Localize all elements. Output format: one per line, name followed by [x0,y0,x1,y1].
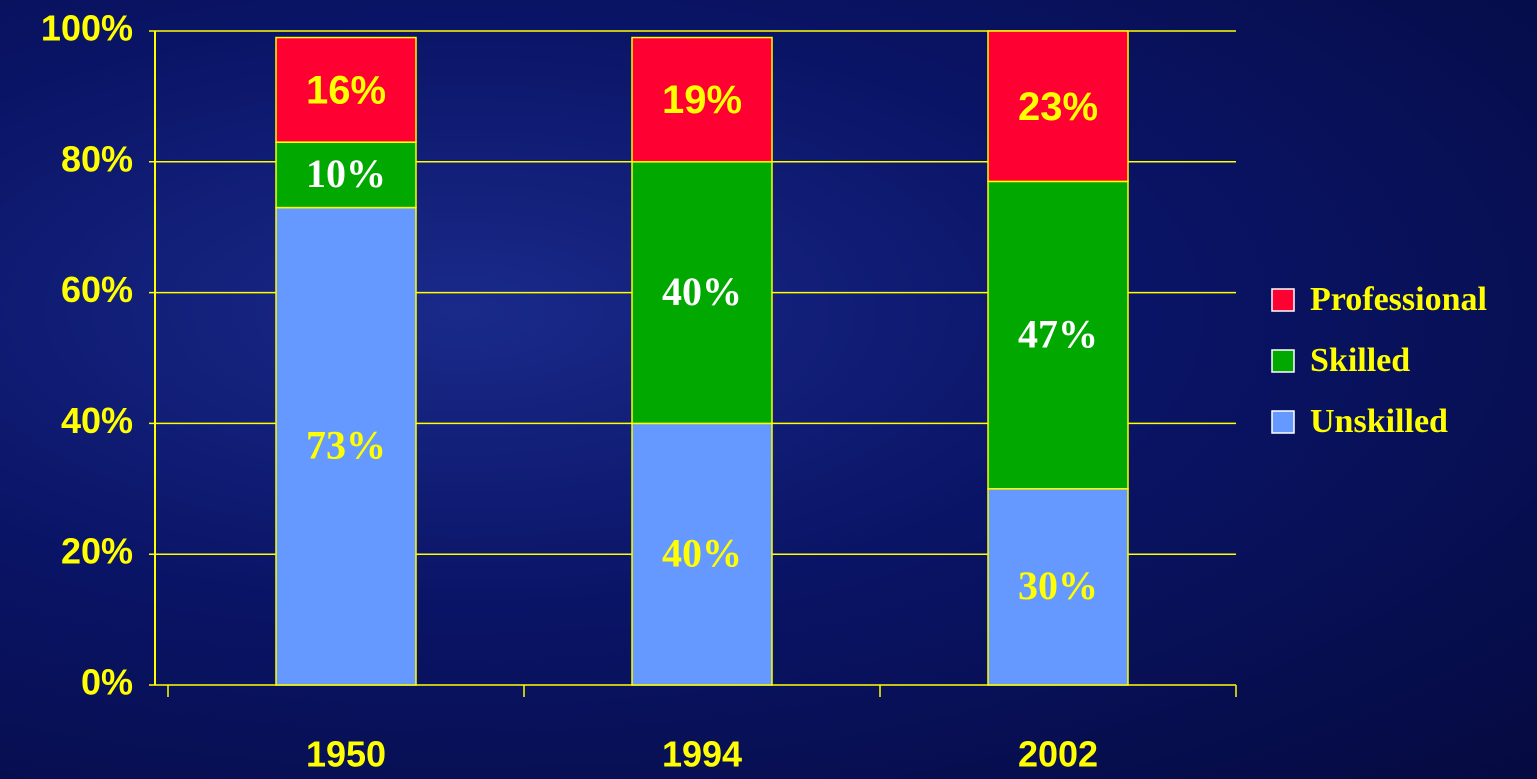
data-label: 30% [1018,563,1098,608]
y-tick-label: 20% [61,531,133,572]
y-tick-label: 60% [61,269,133,310]
data-label: 40% [662,530,742,575]
legend-label: Unskilled [1310,403,1448,440]
data-label: 19% [662,78,742,122]
bar-segment [987,180,1129,490]
bar-segment [987,488,1129,686]
x-tick-label: 2002 [1018,734,1098,775]
legend-swatch [1271,349,1295,373]
data-label: 73% [306,422,386,467]
bar-segment [631,161,773,425]
bar-segment [631,422,773,686]
bar-segment [275,206,417,686]
legend-swatch [1271,410,1295,434]
y-tick-label: 0% [81,662,133,703]
bar-segment [275,141,417,209]
bar-segment [987,30,1129,183]
data-label: 16% [306,68,386,112]
bar-segment [275,36,417,143]
legend-label: Skilled [1310,342,1410,379]
x-tick-label: 1994 [662,734,742,775]
y-tick-label: 40% [61,400,133,441]
y-tick-label: 80% [61,138,133,179]
data-label: 47% [1018,311,1098,356]
x-tick-label: 1950 [306,734,386,775]
y-tick-label: 100% [41,8,133,49]
data-label: 10% [306,151,386,196]
legend-swatch [1271,288,1295,312]
bar-segment [631,36,773,163]
data-label: 23% [1018,85,1098,129]
data-label: 40% [662,269,742,314]
legend-label: Professional [1310,281,1487,318]
